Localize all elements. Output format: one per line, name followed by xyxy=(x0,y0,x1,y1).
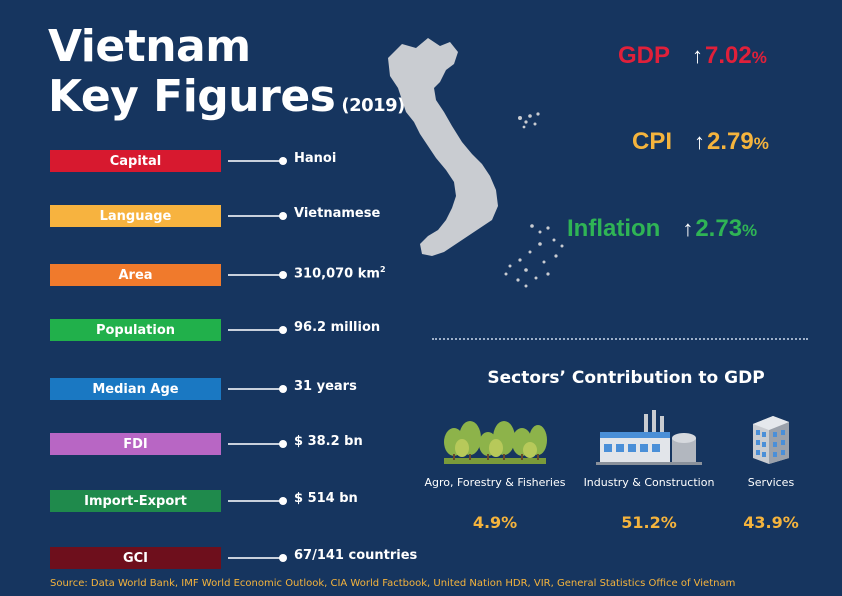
figure-value: 310,070 km2 xyxy=(294,265,386,281)
title-year: (2019) xyxy=(341,95,405,116)
forest-icon xyxy=(444,421,547,464)
sector-name: Services xyxy=(747,476,795,489)
figure-value: 31 years xyxy=(294,379,357,394)
figure-row-population: Population 96.2 million xyxy=(50,319,430,341)
indicator-value: 7.02 xyxy=(705,42,752,69)
title-line-2-text: Key Figures xyxy=(48,71,336,122)
sector-industry: Industry & Construction 51.2% xyxy=(578,410,720,532)
figure-row-median-age: Median Age 31 years xyxy=(50,378,430,400)
indicator-name: CPI xyxy=(632,128,673,155)
indicator-name: GDP xyxy=(618,42,671,69)
figure-connector xyxy=(228,157,287,165)
figure-value-text: $ 38.2 bn xyxy=(294,434,363,449)
figure-row-area: Area 310,070 km2 xyxy=(50,264,430,286)
title-line-1: Vietnam xyxy=(48,21,251,72)
figure-label: Median Age xyxy=(50,378,221,400)
figure-row-fdi: FDI $ 38.2 bn xyxy=(50,433,430,455)
figure-connector xyxy=(228,440,287,448)
indicator-cpi: CPI ↑2.79% xyxy=(632,128,769,156)
figure-row-capital: Capital Hanoi xyxy=(50,150,430,172)
indicator-name: Inflation xyxy=(567,215,661,242)
sector-percent: 43.9% xyxy=(743,513,799,532)
figure-label: Area xyxy=(50,264,221,286)
sector-name: Industry & Construction xyxy=(583,476,715,489)
sectors-title: Sectors’ Contribution to GDP xyxy=(487,368,765,388)
section-divider xyxy=(432,338,808,340)
figure-label: GCI xyxy=(50,547,221,569)
indicator-unit: % xyxy=(751,48,767,67)
title-line-2: Key Figures (2019) xyxy=(48,72,405,131)
figure-value-text: Vietnamese xyxy=(294,206,381,221)
figure-value: $ 38.2 bn xyxy=(294,434,363,449)
figure-value-superscript: 2 xyxy=(379,265,386,274)
figure-connector xyxy=(228,212,287,220)
indicator-gdp: GDP ↑7.02% xyxy=(618,42,767,70)
figure-connector xyxy=(228,385,287,393)
source-note: Source: Data World Bank, IMF World Econo… xyxy=(50,578,736,589)
figure-value: 96.2 million xyxy=(294,320,380,335)
indicator-inflation: Inflation ↑2.73% xyxy=(567,215,757,243)
figure-value: $ 514 bn xyxy=(294,491,358,506)
figure-label: Capital xyxy=(50,150,221,172)
figure-value-text: 31 years xyxy=(294,379,357,394)
figure-label: Language xyxy=(50,205,221,227)
figure-value-text: Hanoi xyxy=(294,151,337,166)
indicator-value: 2.73 xyxy=(695,215,743,242)
vietnam-map-icon xyxy=(388,38,564,288)
office-building-icon xyxy=(753,416,789,464)
sector-name: Agro, Forestry & Fisheries xyxy=(424,476,566,489)
figure-row-gci: GCI 67/141 countries xyxy=(50,547,430,569)
figure-label: Import-Export xyxy=(50,490,221,512)
sector-agro: Agro, Forestry & Fisheries 4.9% xyxy=(424,410,566,532)
figure-connector xyxy=(228,497,287,505)
up-arrow-icon: ↑ xyxy=(694,129,706,154)
figure-connector xyxy=(228,326,287,334)
indicator-value: 2.79 xyxy=(707,128,754,155)
up-arrow-icon: ↑ xyxy=(682,216,694,241)
figure-value: Hanoi xyxy=(294,151,336,166)
figure-value-text: 310,070 km xyxy=(294,266,380,282)
sector-percent: 4.9% xyxy=(472,513,518,532)
figure-connector xyxy=(228,554,287,562)
figure-row-import-export: Import-Export $ 514 bn xyxy=(50,490,430,512)
indicator-unit: % xyxy=(753,134,769,153)
figure-label: Population xyxy=(50,319,221,341)
sector-services: Services 43.9% xyxy=(734,410,808,532)
page-title: Vietnam Key Figures (2019) xyxy=(48,22,405,131)
figure-value-text: $ 514 bn xyxy=(294,491,358,506)
up-arrow-icon: ↑ xyxy=(692,43,704,68)
figure-label: FDI xyxy=(50,433,221,455)
figure-value-text: 67/141 countries xyxy=(294,548,418,563)
factory-icon xyxy=(596,410,702,465)
figure-value: Vietnamese xyxy=(294,206,380,221)
figure-value-text: 96.2 million xyxy=(294,320,381,335)
figure-row-language: Language Vietnamese xyxy=(50,205,430,227)
sector-percent: 51.2% xyxy=(621,513,677,532)
indicator-unit: % xyxy=(742,221,758,240)
figure-value: 67/141 countries xyxy=(294,548,417,563)
figure-connector xyxy=(228,271,287,279)
